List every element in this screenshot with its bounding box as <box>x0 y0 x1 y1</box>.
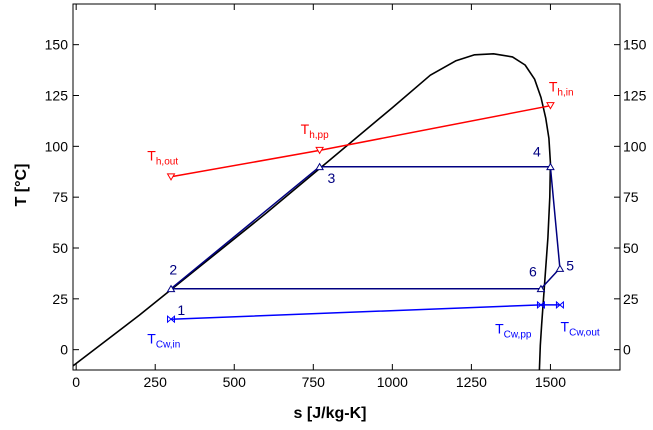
y-tick-label-right: 25 <box>623 291 639 307</box>
x-tick-label: 500 <box>223 374 247 390</box>
y-tick-label-left: 75 <box>52 189 68 205</box>
x-tick-label: 1000 <box>377 374 408 390</box>
cooling-water-line <box>170 304 560 320</box>
stream-label-sub: h,in <box>557 87 573 98</box>
y-tick-label-right: 100 <box>623 138 647 154</box>
state-label: 4 <box>533 144 541 160</box>
y-axis-title: T [°C] <box>13 164 30 207</box>
stream-label: Th,out <box>147 148 178 168</box>
plot-frame <box>72 3 621 371</box>
stream-label: TCw,out <box>561 318 600 338</box>
stream-label: Th,pp <box>301 121 329 141</box>
stream-label-main: T <box>561 318 570 334</box>
x-axis-title: s [J/kg-K] <box>294 405 367 422</box>
y-tick-label-right: 50 <box>623 240 639 256</box>
y-tick-label-left: 50 <box>52 240 68 256</box>
stream-label-sub: Cw,pp <box>504 329 532 340</box>
x-tick-label: 750 <box>302 374 326 390</box>
y-tick-label-left: 100 <box>45 138 69 154</box>
x-tick-label: 0 <box>72 374 80 390</box>
stream-label: TCw,in <box>147 331 180 351</box>
cooling-water-point <box>555 300 564 310</box>
y-tick-label-left: 25 <box>52 291 68 307</box>
y-tick-label-left: 125 <box>45 88 69 104</box>
cycle-point <box>546 162 555 171</box>
cycle-point <box>315 162 324 171</box>
state-label: 1 <box>177 302 185 318</box>
cycle-point <box>555 264 565 272</box>
saturation-dome-line <box>73 52 552 370</box>
cooling-water-point <box>536 300 545 310</box>
stream-label-sub: Cw,out <box>569 327 600 338</box>
hot-stream-point <box>166 173 176 181</box>
stream-label-sub: h,out <box>156 157 178 168</box>
x-tick-label: 1500 <box>535 374 566 390</box>
y-tick-label-right: 0 <box>623 342 631 358</box>
stream-label-main: T <box>301 121 310 137</box>
stream-label-sub: Cw,in <box>156 340 180 351</box>
y-tick-label-left: 0 <box>60 342 68 358</box>
state-label: 5 <box>566 257 574 273</box>
stream-label-main: T <box>549 78 558 94</box>
state-label: 6 <box>529 263 537 279</box>
y-tick-label-right: 75 <box>623 189 639 205</box>
stream-label-main: T <box>147 331 156 347</box>
hot-stream-point <box>315 146 324 155</box>
stream-label: Th,in <box>549 78 574 98</box>
cycle-line <box>170 165 561 290</box>
stream-label-main: T <box>147 148 156 164</box>
state-label: 2 <box>169 261 177 277</box>
stream-label: TCw,pp <box>495 320 532 340</box>
cycle-point <box>166 284 176 293</box>
x-tick-label: 1250 <box>456 374 487 390</box>
hot-stream-point <box>546 102 555 110</box>
state-label: 3 <box>328 170 336 186</box>
stream-label-main: T <box>495 320 504 336</box>
cycle-point <box>536 284 546 293</box>
y-tick-label-right: 125 <box>623 88 647 104</box>
stream-label-sub: h,pp <box>309 130 329 141</box>
y-tick-label-right: 150 <box>623 37 647 53</box>
x-tick-label: 250 <box>144 374 168 390</box>
y-tick-label-left: 150 <box>45 37 69 53</box>
cooling-water-point <box>167 315 176 324</box>
